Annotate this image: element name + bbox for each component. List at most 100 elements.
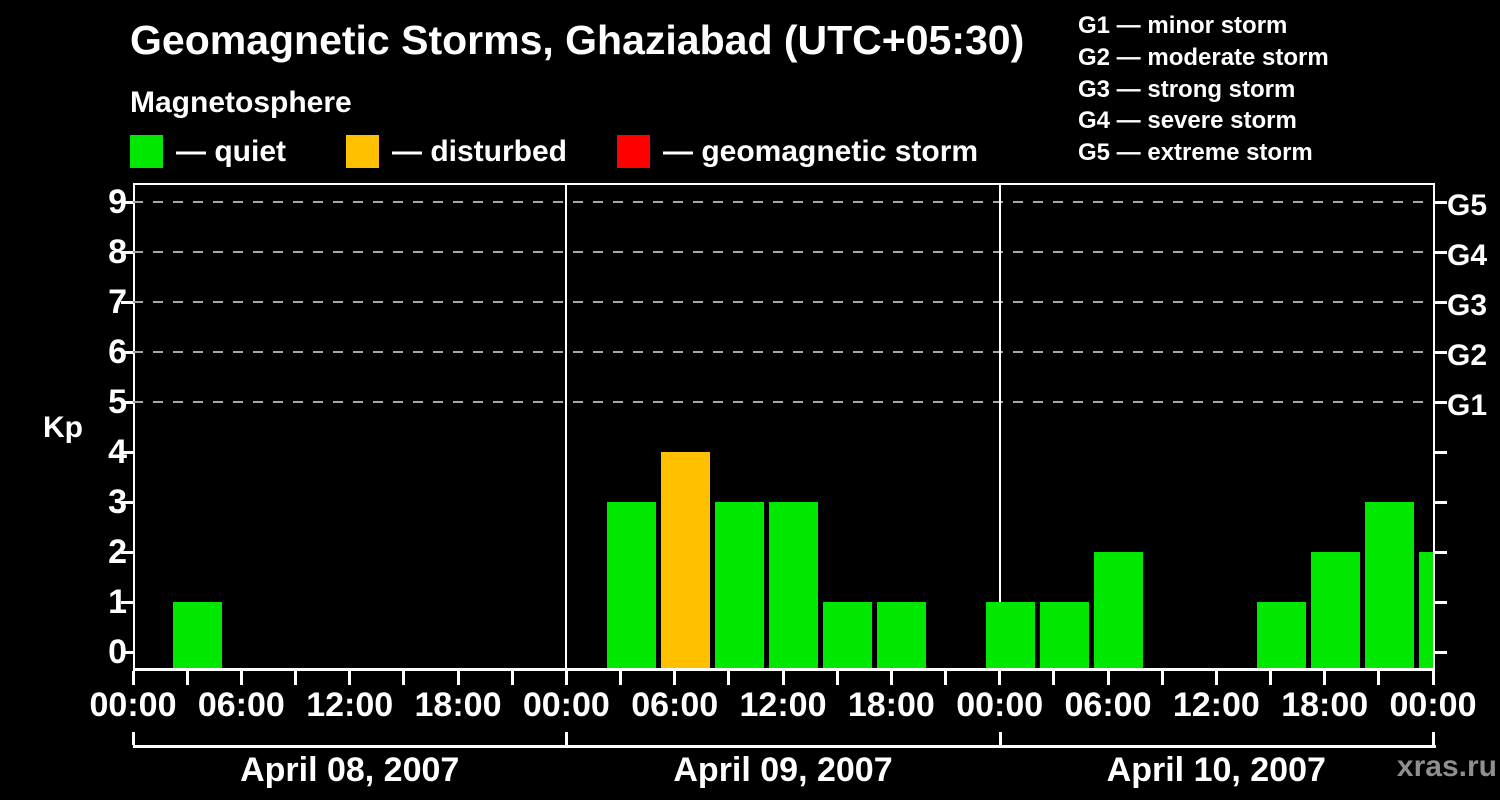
y-right-tick <box>1435 351 1447 354</box>
plot-top-border <box>133 183 1435 185</box>
y-tick-label: 9 <box>108 183 127 221</box>
kp-bar <box>985 602 1035 668</box>
x-tick <box>727 671 731 685</box>
y-tick <box>121 551 133 554</box>
x-tick <box>998 671 1002 685</box>
y-tick-label: 3 <box>108 483 127 521</box>
legend-label: — disturbed <box>392 134 568 168</box>
legend-label: — quiet <box>176 134 286 168</box>
y-tick-label: 5 <box>108 383 127 421</box>
x-tick <box>348 671 352 685</box>
date-tick <box>132 732 135 745</box>
x-tick-label: 12:00 <box>306 686 394 724</box>
x-tick-label: 12:00 <box>739 686 827 724</box>
right-axis-label-g2: G2 <box>1447 339 1488 372</box>
storm-scale-line: G5 — extreme storm <box>1078 139 1313 167</box>
date-label: April 10, 2007 <box>1106 751 1326 789</box>
plot-bottom-border <box>133 668 1435 671</box>
x-tick <box>402 671 406 685</box>
gridline-kp7 <box>133 301 1433 303</box>
x-tick <box>510 671 514 685</box>
plot-right-border <box>1433 183 1435 671</box>
date-label: April 08, 2007 <box>240 751 460 789</box>
x-tick <box>456 671 460 685</box>
x-tick <box>835 671 839 685</box>
kp-bar <box>606 502 656 668</box>
y-tick <box>121 651 133 654</box>
x-tick <box>1431 671 1435 685</box>
legend-swatch-disturbed <box>346 135 379 168</box>
x-tick-label: 06:00 <box>631 686 719 724</box>
x-tick <box>1323 671 1327 685</box>
x-tick <box>619 671 622 685</box>
y-tick <box>121 351 133 354</box>
y-right-tick <box>1435 651 1447 654</box>
x-tick-label: 00:00 <box>522 686 610 724</box>
y-right-tick <box>1435 551 1447 554</box>
chart-subtitle: Magnetosphere <box>130 86 352 119</box>
right-axis-label-g5: G5 <box>1447 189 1488 222</box>
plot-left-border <box>133 183 135 671</box>
storm-scale-line: G1 — minor storm <box>1078 12 1288 39</box>
x-tick <box>673 671 677 685</box>
x-tick-label: 18:00 <box>414 686 502 724</box>
x-tick <box>781 671 785 685</box>
y-tick <box>121 201 133 204</box>
y-right-tick <box>1435 501 1447 504</box>
legend-swatch-quiet <box>130 135 163 168</box>
x-tick-label: 00:00 <box>1389 686 1477 724</box>
y-right-tick <box>1435 251 1447 254</box>
kp-bar <box>1039 602 1089 668</box>
x-tick-label: 18:00 <box>1281 686 1369 724</box>
kp-bar <box>1256 602 1306 668</box>
y-tick-label: 1 <box>108 583 127 621</box>
kp-bar <box>769 502 819 668</box>
chart-title: Geomagnetic Storms, Ghaziabad (UTC+05:30… <box>130 17 1025 63</box>
kp-bar <box>877 602 927 668</box>
date-tick <box>1432 732 1435 745</box>
y-tick <box>121 501 133 504</box>
y-tick <box>121 301 133 304</box>
y-right-tick <box>1435 401 1447 404</box>
y-tick-label: 7 <box>108 283 127 321</box>
x-tick <box>1214 671 1218 685</box>
x-tick <box>889 671 893 685</box>
x-tick <box>944 671 947 685</box>
x-tick <box>564 671 568 685</box>
day-separator <box>998 183 1001 668</box>
watermark: xras.ru <box>1396 750 1497 783</box>
x-tick <box>1052 671 1056 685</box>
x-tick-label: 00:00 <box>89 686 177 724</box>
date-tick <box>565 732 569 745</box>
kp-bar <box>1364 502 1414 668</box>
x-tick <box>239 671 243 685</box>
kp-bar <box>660 452 710 668</box>
right-axis-label-g3: G3 <box>1447 289 1488 322</box>
y-tick-label: 6 <box>108 333 127 371</box>
kp-axis-title: Kp <box>43 411 83 444</box>
kp-bar <box>823 602 873 668</box>
y-tick <box>121 401 133 404</box>
x-tick-label: 06:00 <box>1064 686 1152 724</box>
kp-bar <box>714 502 764 668</box>
x-tick <box>131 671 135 685</box>
kp-bar <box>1419 552 1433 668</box>
gridline-kp5 <box>133 401 1433 403</box>
x-tick <box>1269 671 1272 685</box>
legend-swatch-storm <box>617 135 650 168</box>
y-right-tick <box>1435 601 1447 604</box>
storm-scale-line: G2 — moderate storm <box>1078 43 1329 71</box>
kp-bar <box>1094 552 1144 668</box>
right-axis-label-g1: G1 <box>1447 389 1488 422</box>
x-tick <box>1160 671 1164 685</box>
x-tick-label: 12:00 <box>1172 686 1260 724</box>
y-right-tick <box>1435 201 1447 204</box>
y-tick-label: 4 <box>108 433 127 471</box>
gridline-kp9 <box>133 201 1433 203</box>
x-tick <box>1106 671 1110 685</box>
gridline-kp6 <box>133 351 1433 353</box>
x-tick <box>1377 671 1381 685</box>
x-tick-label: 06:00 <box>197 686 285 724</box>
x-tick-label: 18:00 <box>847 686 935 724</box>
